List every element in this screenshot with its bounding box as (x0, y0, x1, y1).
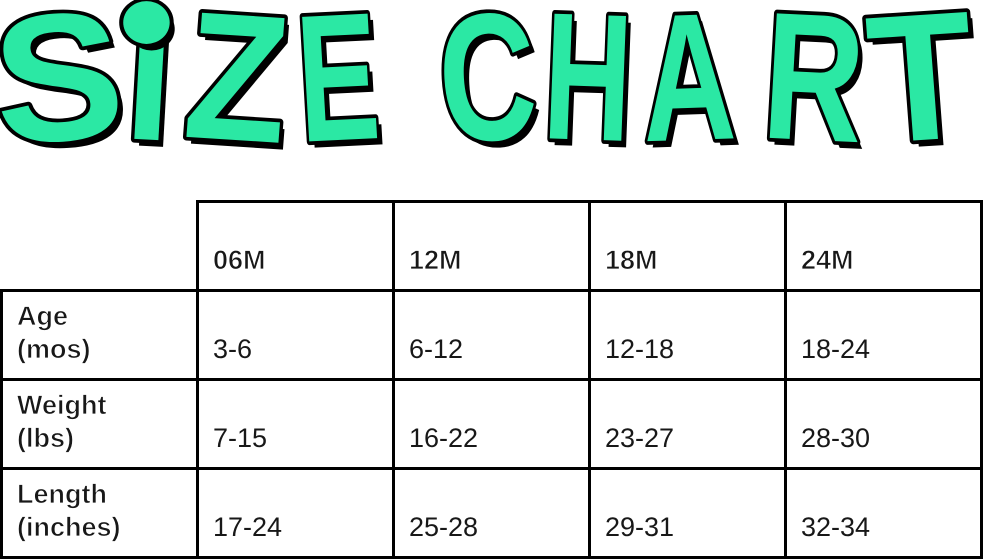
svg-text:Z: Z (178, 0, 295, 182)
svg-text:H: H (540, 0, 635, 180)
svg-text:S: S (0, 0, 131, 183)
svg-text:C: C (433, 0, 541, 181)
svg-text:E: E (292, 0, 384, 181)
svg-text:A: A (638, 0, 739, 181)
svg-text:R: R (758, 0, 869, 182)
svg-text:T: T (861, 0, 981, 182)
